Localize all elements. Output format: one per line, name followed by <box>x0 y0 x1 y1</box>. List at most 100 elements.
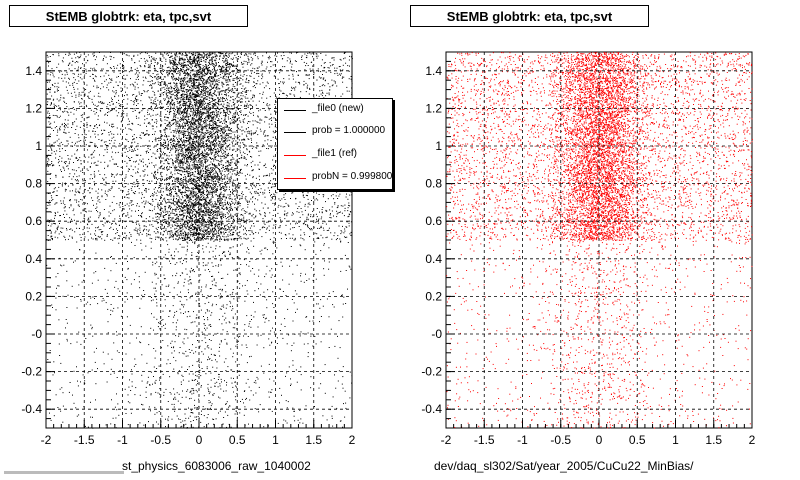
data-point <box>186 101 188 103</box>
data-point <box>218 197 220 199</box>
data-point <box>236 68 237 69</box>
data-point <box>189 183 191 185</box>
data-point <box>174 187 176 189</box>
data-point <box>296 71 297 73</box>
data-point <box>93 55 95 57</box>
data-point <box>246 54 248 56</box>
data-point <box>120 115 122 117</box>
data-point <box>216 86 218 88</box>
data-point <box>196 125 198 127</box>
data-point <box>50 102 52 104</box>
data-point <box>52 238 53 239</box>
data-point <box>194 87 196 89</box>
data-point <box>197 166 199 168</box>
data-point <box>183 168 185 170</box>
data-point <box>201 124 203 126</box>
data-point <box>190 84 192 86</box>
data-point <box>165 147 167 148</box>
data-point <box>208 212 210 214</box>
data-point <box>120 144 122 146</box>
data-point <box>169 236 171 238</box>
data-point <box>145 52 146 54</box>
data-point <box>218 118 220 120</box>
data-point <box>202 113 204 115</box>
data-point <box>233 216 234 218</box>
data-point <box>154 121 156 123</box>
data-point <box>197 149 199 151</box>
data-point <box>97 134 99 136</box>
data-point <box>271 218 273 220</box>
data-point <box>155 157 157 159</box>
data-point <box>71 237 73 239</box>
data-point <box>175 162 177 163</box>
data-point <box>151 87 153 89</box>
data-point <box>121 183 122 184</box>
data-point <box>80 221 82 223</box>
data-point <box>201 101 202 103</box>
data-point <box>142 133 144 134</box>
data-point <box>304 209 306 211</box>
data-point <box>178 165 180 167</box>
data-point <box>199 61 200 63</box>
data-point <box>188 213 190 215</box>
data-point <box>239 227 241 228</box>
data-point <box>206 114 208 116</box>
data-point <box>157 226 159 228</box>
data-point <box>203 103 205 105</box>
data-point <box>208 104 210 106</box>
data-point <box>213 140 215 142</box>
data-point <box>138 91 140 93</box>
data-point <box>179 215 181 217</box>
data-point <box>68 68 70 70</box>
data-point <box>120 67 121 69</box>
data-point <box>194 93 196 95</box>
data-point <box>161 178 163 180</box>
data-point <box>77 134 79 136</box>
data-point <box>153 57 155 59</box>
data-point <box>216 114 218 116</box>
data-point <box>210 153 212 155</box>
data-point <box>199 126 201 128</box>
data-point <box>208 226 210 228</box>
data-point <box>191 232 193 233</box>
data-point <box>68 108 70 110</box>
data-point <box>217 221 219 223</box>
data-point <box>200 67 202 69</box>
data-point <box>205 67 207 69</box>
data-point <box>202 84 204 86</box>
data-point <box>184 123 186 124</box>
data-point <box>227 170 229 172</box>
data-point <box>49 56 51 57</box>
data-point <box>206 98 208 100</box>
data-point <box>130 234 132 236</box>
data-point <box>218 108 220 110</box>
data-point <box>115 146 117 148</box>
data-point <box>323 229 325 231</box>
data-point <box>164 98 166 100</box>
data-point <box>195 188 197 190</box>
data-point <box>71 127 73 128</box>
data-point <box>217 136 219 138</box>
data-point <box>197 207 199 209</box>
data-point <box>186 135 188 136</box>
data-point <box>78 140 80 142</box>
data-point <box>183 77 185 79</box>
data-point <box>121 113 123 115</box>
data-point <box>167 106 169 108</box>
data-point <box>265 116 267 118</box>
data-point <box>184 152 186 154</box>
data-point <box>219 146 221 148</box>
data-point <box>212 170 214 172</box>
data-point <box>298 226 300 227</box>
data-point <box>99 174 101 175</box>
data-point <box>152 141 153 143</box>
data-point <box>347 210 349 212</box>
data-point <box>63 197 65 199</box>
data-point <box>191 195 193 197</box>
data-point <box>261 61 263 63</box>
data-point <box>233 148 235 150</box>
data-point <box>177 239 179 241</box>
data-point <box>156 79 158 81</box>
data-point <box>231 173 233 175</box>
data-point <box>220 112 221 114</box>
